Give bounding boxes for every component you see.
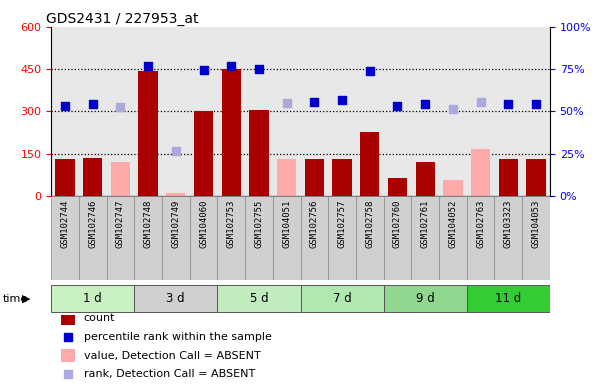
Point <box>531 101 541 108</box>
Bar <box>79 196 106 280</box>
Bar <box>222 69 241 196</box>
Bar <box>277 159 296 196</box>
Point <box>88 101 97 108</box>
Text: time: time <box>3 293 28 304</box>
Point <box>143 63 153 70</box>
Bar <box>388 177 407 196</box>
Text: GSM102744: GSM102744 <box>61 200 70 248</box>
Point <box>337 97 347 103</box>
Point <box>63 334 73 340</box>
Bar <box>51 196 79 280</box>
Bar <box>332 159 352 196</box>
Point <box>504 101 513 108</box>
Point <box>392 103 402 109</box>
Bar <box>439 196 467 280</box>
Text: GSM102747: GSM102747 <box>116 200 125 248</box>
Text: GSM102756: GSM102756 <box>310 200 319 248</box>
Text: 11 d: 11 d <box>495 292 522 305</box>
Bar <box>106 196 134 280</box>
Text: 1 d: 1 d <box>84 292 102 305</box>
Bar <box>51 285 134 313</box>
Bar <box>61 312 75 324</box>
Text: 7 d: 7 d <box>333 292 352 305</box>
Bar <box>138 71 158 196</box>
Text: count: count <box>84 313 115 323</box>
Text: GSM102755: GSM102755 <box>254 200 263 248</box>
Bar <box>300 285 383 313</box>
Bar <box>190 196 218 280</box>
Point <box>227 63 236 70</box>
Point <box>448 106 458 113</box>
Bar <box>134 285 218 313</box>
Bar <box>526 159 546 196</box>
Text: GSM102763: GSM102763 <box>476 200 485 248</box>
Bar <box>360 132 379 196</box>
Text: GSM104051: GSM104051 <box>282 200 291 248</box>
Text: GSM103323: GSM103323 <box>504 200 513 248</box>
Text: GSM102746: GSM102746 <box>88 200 97 248</box>
Text: 9 d: 9 d <box>416 292 435 305</box>
Text: GDS2431 / 227953_at: GDS2431 / 227953_at <box>46 12 198 26</box>
Text: GSM102753: GSM102753 <box>227 200 236 248</box>
Bar <box>300 196 328 280</box>
Bar <box>356 196 383 280</box>
Text: percentile rank within the sample: percentile rank within the sample <box>84 332 272 342</box>
Point <box>421 101 430 108</box>
Bar <box>83 158 102 196</box>
Bar <box>328 196 356 280</box>
Bar <box>467 196 495 280</box>
Bar <box>305 159 324 196</box>
Bar <box>467 285 550 313</box>
Bar <box>383 196 411 280</box>
Point <box>476 98 486 104</box>
Bar <box>134 196 162 280</box>
Text: 3 d: 3 d <box>166 292 185 305</box>
Bar <box>162 196 190 280</box>
Bar <box>273 196 300 280</box>
Bar <box>55 159 75 196</box>
Point <box>115 104 125 110</box>
Bar <box>61 349 75 362</box>
Text: GSM104052: GSM104052 <box>448 200 457 248</box>
Bar <box>218 196 245 280</box>
Text: GSM104053: GSM104053 <box>531 200 540 248</box>
Text: GSM104060: GSM104060 <box>199 200 208 248</box>
Point <box>171 148 181 154</box>
Text: rank, Detection Call = ABSENT: rank, Detection Call = ABSENT <box>84 369 255 379</box>
Text: value, Detection Call = ABSENT: value, Detection Call = ABSENT <box>84 351 260 361</box>
Bar <box>522 196 550 280</box>
Text: GSM102761: GSM102761 <box>421 200 430 248</box>
Point <box>254 66 264 72</box>
Text: GSM102749: GSM102749 <box>171 200 180 248</box>
Bar <box>495 196 522 280</box>
Bar <box>443 180 463 196</box>
Bar <box>471 149 490 196</box>
Text: GSM102760: GSM102760 <box>393 200 402 248</box>
Text: 5 d: 5 d <box>249 292 268 305</box>
Bar <box>499 159 518 196</box>
Point <box>63 371 73 377</box>
Bar <box>166 193 186 196</box>
Bar <box>245 196 273 280</box>
Point <box>199 67 209 73</box>
Bar <box>194 111 213 196</box>
Bar <box>249 110 269 196</box>
Text: ▶: ▶ <box>22 293 31 304</box>
Point <box>60 103 70 109</box>
Bar <box>218 285 300 313</box>
Point <box>365 68 374 74</box>
Point <box>310 99 319 106</box>
Bar <box>415 162 435 196</box>
Bar <box>111 162 130 196</box>
Point <box>282 100 291 106</box>
Bar <box>383 285 467 313</box>
Text: GSM102748: GSM102748 <box>144 200 153 248</box>
Bar <box>411 196 439 280</box>
Text: GSM102758: GSM102758 <box>365 200 374 248</box>
Text: GSM102757: GSM102757 <box>338 200 347 248</box>
